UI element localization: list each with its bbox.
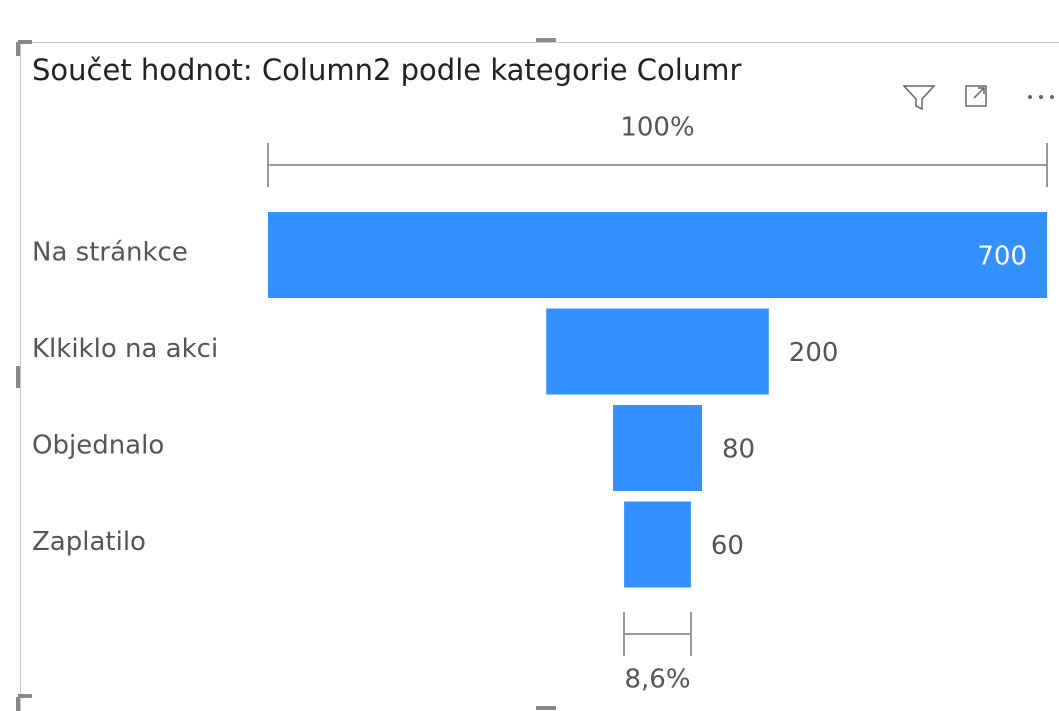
data-label: 80 — [722, 435, 755, 465]
data-label: 200 — [789, 338, 839, 368]
top-percent-bracket — [267, 143, 1048, 187]
chart-title: Součet hodnot: Column2 podle kategorie C… — [32, 53, 741, 87]
resize-handles — [16, 38, 556, 711]
data-label: 60 — [711, 531, 744, 561]
bottom-percent-label: 8,6% — [624, 665, 690, 695]
category-label: Zaplatilo — [32, 527, 146, 557]
top-percent-label: 100% — [620, 113, 694, 143]
focus-icon[interactable] — [965, 85, 987, 107]
more-icon[interactable] — [1028, 95, 1054, 99]
funnel-bar — [612, 405, 703, 491]
bottom-percent-bracket — [623, 612, 692, 656]
category-label: Klkiklo na akci — [32, 334, 218, 364]
category-label: Na stránkce — [32, 238, 188, 268]
filter-icon[interactable] — [902, 85, 936, 111]
funnel-bar — [546, 308, 769, 395]
funnel-bar — [268, 212, 1047, 298]
data-label: 700 — [977, 242, 1027, 272]
category-label: Objednalo — [32, 431, 164, 461]
visual-frame — [20, 42, 1059, 711]
funnel-bar — [624, 501, 691, 588]
